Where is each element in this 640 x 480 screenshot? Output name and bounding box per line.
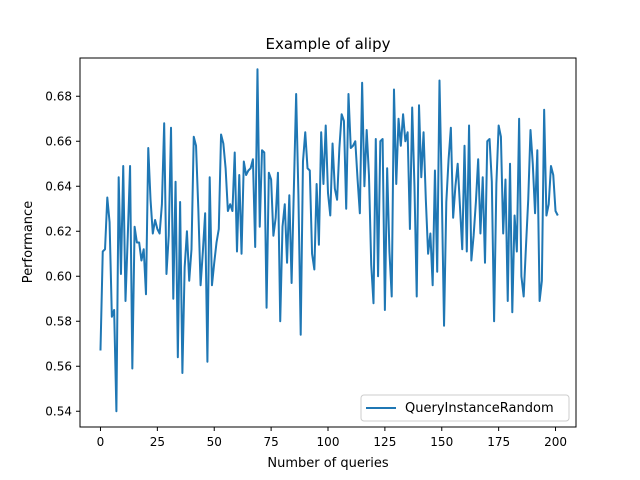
y-tick-label: 0.68 [45, 89, 72, 103]
y-tick-label: 0.56 [45, 359, 72, 373]
y-tick-label: 0.54 [45, 404, 72, 418]
legend: QueryInstanceRandom [360, 394, 570, 422]
x-tick-label: 175 [487, 435, 510, 449]
series-layer [99, 68, 559, 413]
chart-title: Example of alipy [266, 35, 391, 53]
y-axis-label: Performance [21, 201, 36, 283]
x-tick-label: 75 [263, 435, 278, 449]
x-tick-label: 50 [207, 435, 222, 449]
x-axis-ticks: 0 25 50 75 100 125 150 175 200 [97, 427, 567, 449]
x-tick-label: 100 [317, 435, 340, 449]
x-tick-label: 125 [373, 435, 396, 449]
x-tick-label: 0 [97, 435, 105, 449]
legend-label: QueryInstanceRandom [405, 401, 554, 416]
series-line-0 [99, 68, 559, 413]
x-axis-label: Number of queries [267, 456, 388, 471]
x-tick-label: 150 [430, 435, 453, 449]
y-tick-label: 0.66 [45, 134, 72, 148]
y-axis-ticks: 0.54 0.56 0.58 0.60 0.62 0.64 0.66 0.68 [45, 89, 80, 418]
x-tick-label: 25 [150, 435, 165, 449]
y-tick-label: 0.64 [45, 179, 72, 193]
x-tick-label: 200 [544, 435, 567, 449]
y-tick-label: 0.62 [45, 224, 72, 238]
plot-area [80, 58, 576, 427]
legend-box [360, 394, 570, 422]
plot-frame [79, 57, 577, 428]
y-tick-label: 0.60 [45, 269, 72, 283]
y-tick-label: 0.58 [45, 314, 72, 328]
